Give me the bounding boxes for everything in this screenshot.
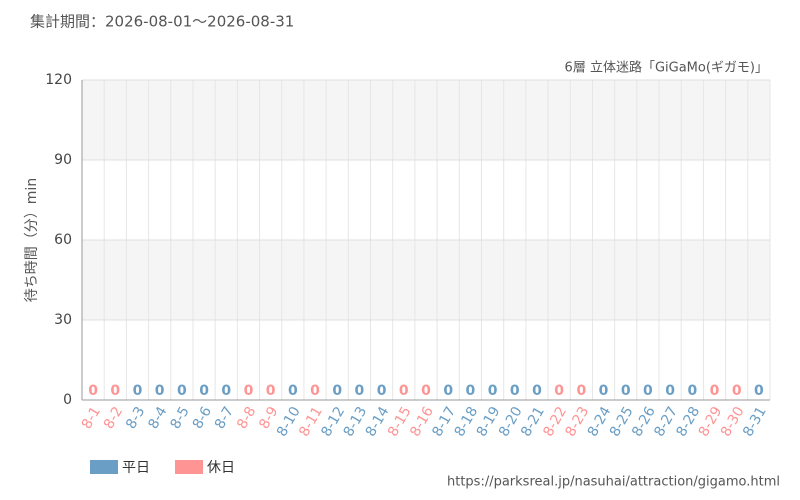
data-label: 0 (332, 383, 342, 399)
data-label: 0 (377, 383, 387, 399)
data-label: 0 (110, 383, 120, 399)
data-label: 0 (554, 383, 564, 399)
data-label: 0 (754, 383, 764, 399)
x-tick-label: 8-4 (145, 404, 170, 432)
legend-label: 休日 (207, 460, 235, 476)
legend-label: 平日 (122, 460, 150, 476)
data-label: 0 (199, 383, 209, 399)
x-tick-label: 8-8 (234, 404, 259, 432)
data-label: 0 (421, 383, 431, 399)
y-tick-label: 120 (45, 72, 72, 88)
x-tick-label: 8-2 (101, 404, 126, 432)
data-label: 0 (288, 383, 298, 399)
data-label: 0 (466, 383, 476, 399)
data-label: 0 (355, 383, 365, 399)
data-label: 0 (133, 383, 143, 399)
chart-subtitle: 6層 立体迷路「GiGaMo(ギガモ)」 (565, 60, 768, 76)
data-label: 0 (732, 383, 742, 399)
x-tick-label: 8-6 (190, 404, 215, 432)
data-label: 0 (443, 383, 453, 399)
data-label: 0 (576, 383, 586, 399)
data-label: 0 (621, 383, 631, 399)
data-label: 0 (221, 383, 231, 399)
data-label: 0 (88, 383, 98, 399)
y-tick-label: 0 (63, 392, 72, 408)
data-label: 0 (710, 383, 720, 399)
x-tick-label: 8-7 (212, 404, 237, 432)
data-label: 0 (532, 383, 542, 399)
data-label: 0 (510, 383, 520, 399)
data-label: 0 (665, 383, 675, 399)
legend-swatch (175, 460, 203, 474)
grid-band (82, 240, 770, 320)
legend-swatch (90, 460, 118, 474)
data-label: 0 (310, 383, 320, 399)
data-label: 0 (687, 383, 697, 399)
x-tick-label: 8-3 (123, 404, 148, 432)
x-tick-label: 8-1 (79, 404, 104, 432)
grid-band (82, 80, 770, 160)
data-label: 0 (155, 383, 165, 399)
x-tick-label: 8-5 (168, 404, 193, 432)
chart-title: 集計期間：2026-08-01～2026-08-31 (30, 13, 294, 31)
data-label: 0 (599, 383, 609, 399)
data-label: 0 (643, 383, 653, 399)
y-axis-label: 待ち時間（分）min (24, 178, 40, 302)
data-label: 0 (399, 383, 409, 399)
x-tick-label: 8-31 (740, 404, 770, 440)
data-label: 0 (488, 383, 498, 399)
data-label: 0 (177, 383, 187, 399)
y-tick-label: 90 (54, 152, 72, 168)
data-label: 0 (266, 383, 276, 399)
y-tick-label: 60 (54, 232, 72, 248)
y-tick-label: 30 (54, 312, 72, 328)
source-url: https://parksreal.jp/nasuhai/attraction/… (447, 475, 780, 490)
data-label: 0 (244, 383, 254, 399)
